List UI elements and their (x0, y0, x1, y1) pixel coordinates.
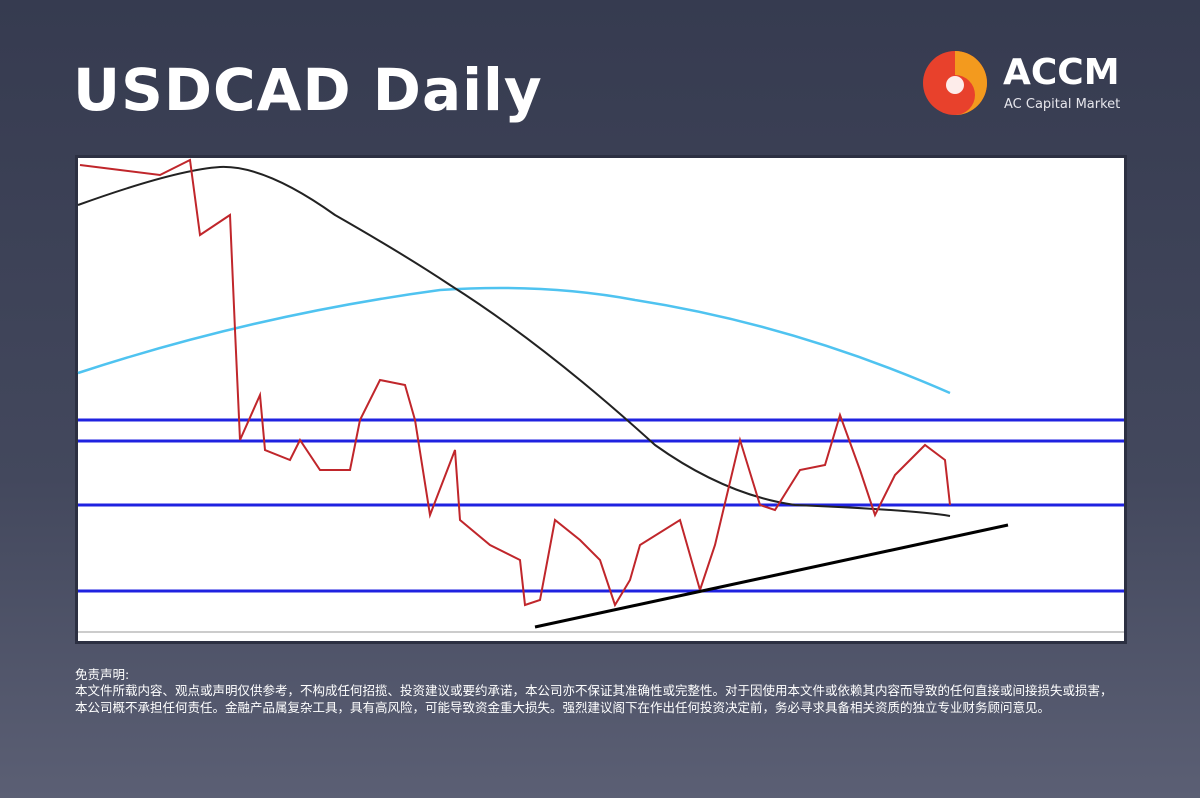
logo (923, 51, 987, 115)
brand-name: ACCM (1003, 52, 1120, 93)
brand-subtitle: AC Capital Market (1004, 97, 1121, 112)
disclaimer-text: 本文件所载内容、观点或声明仅供参考，不构成任何招揽、投资建议或要约承诺，本公司亦… (75, 683, 1113, 715)
title: USDCAD Daily (73, 56, 543, 124)
disclaimer-title: 免责声明: (75, 667, 130, 682)
chart-image (75, 155, 1127, 644)
